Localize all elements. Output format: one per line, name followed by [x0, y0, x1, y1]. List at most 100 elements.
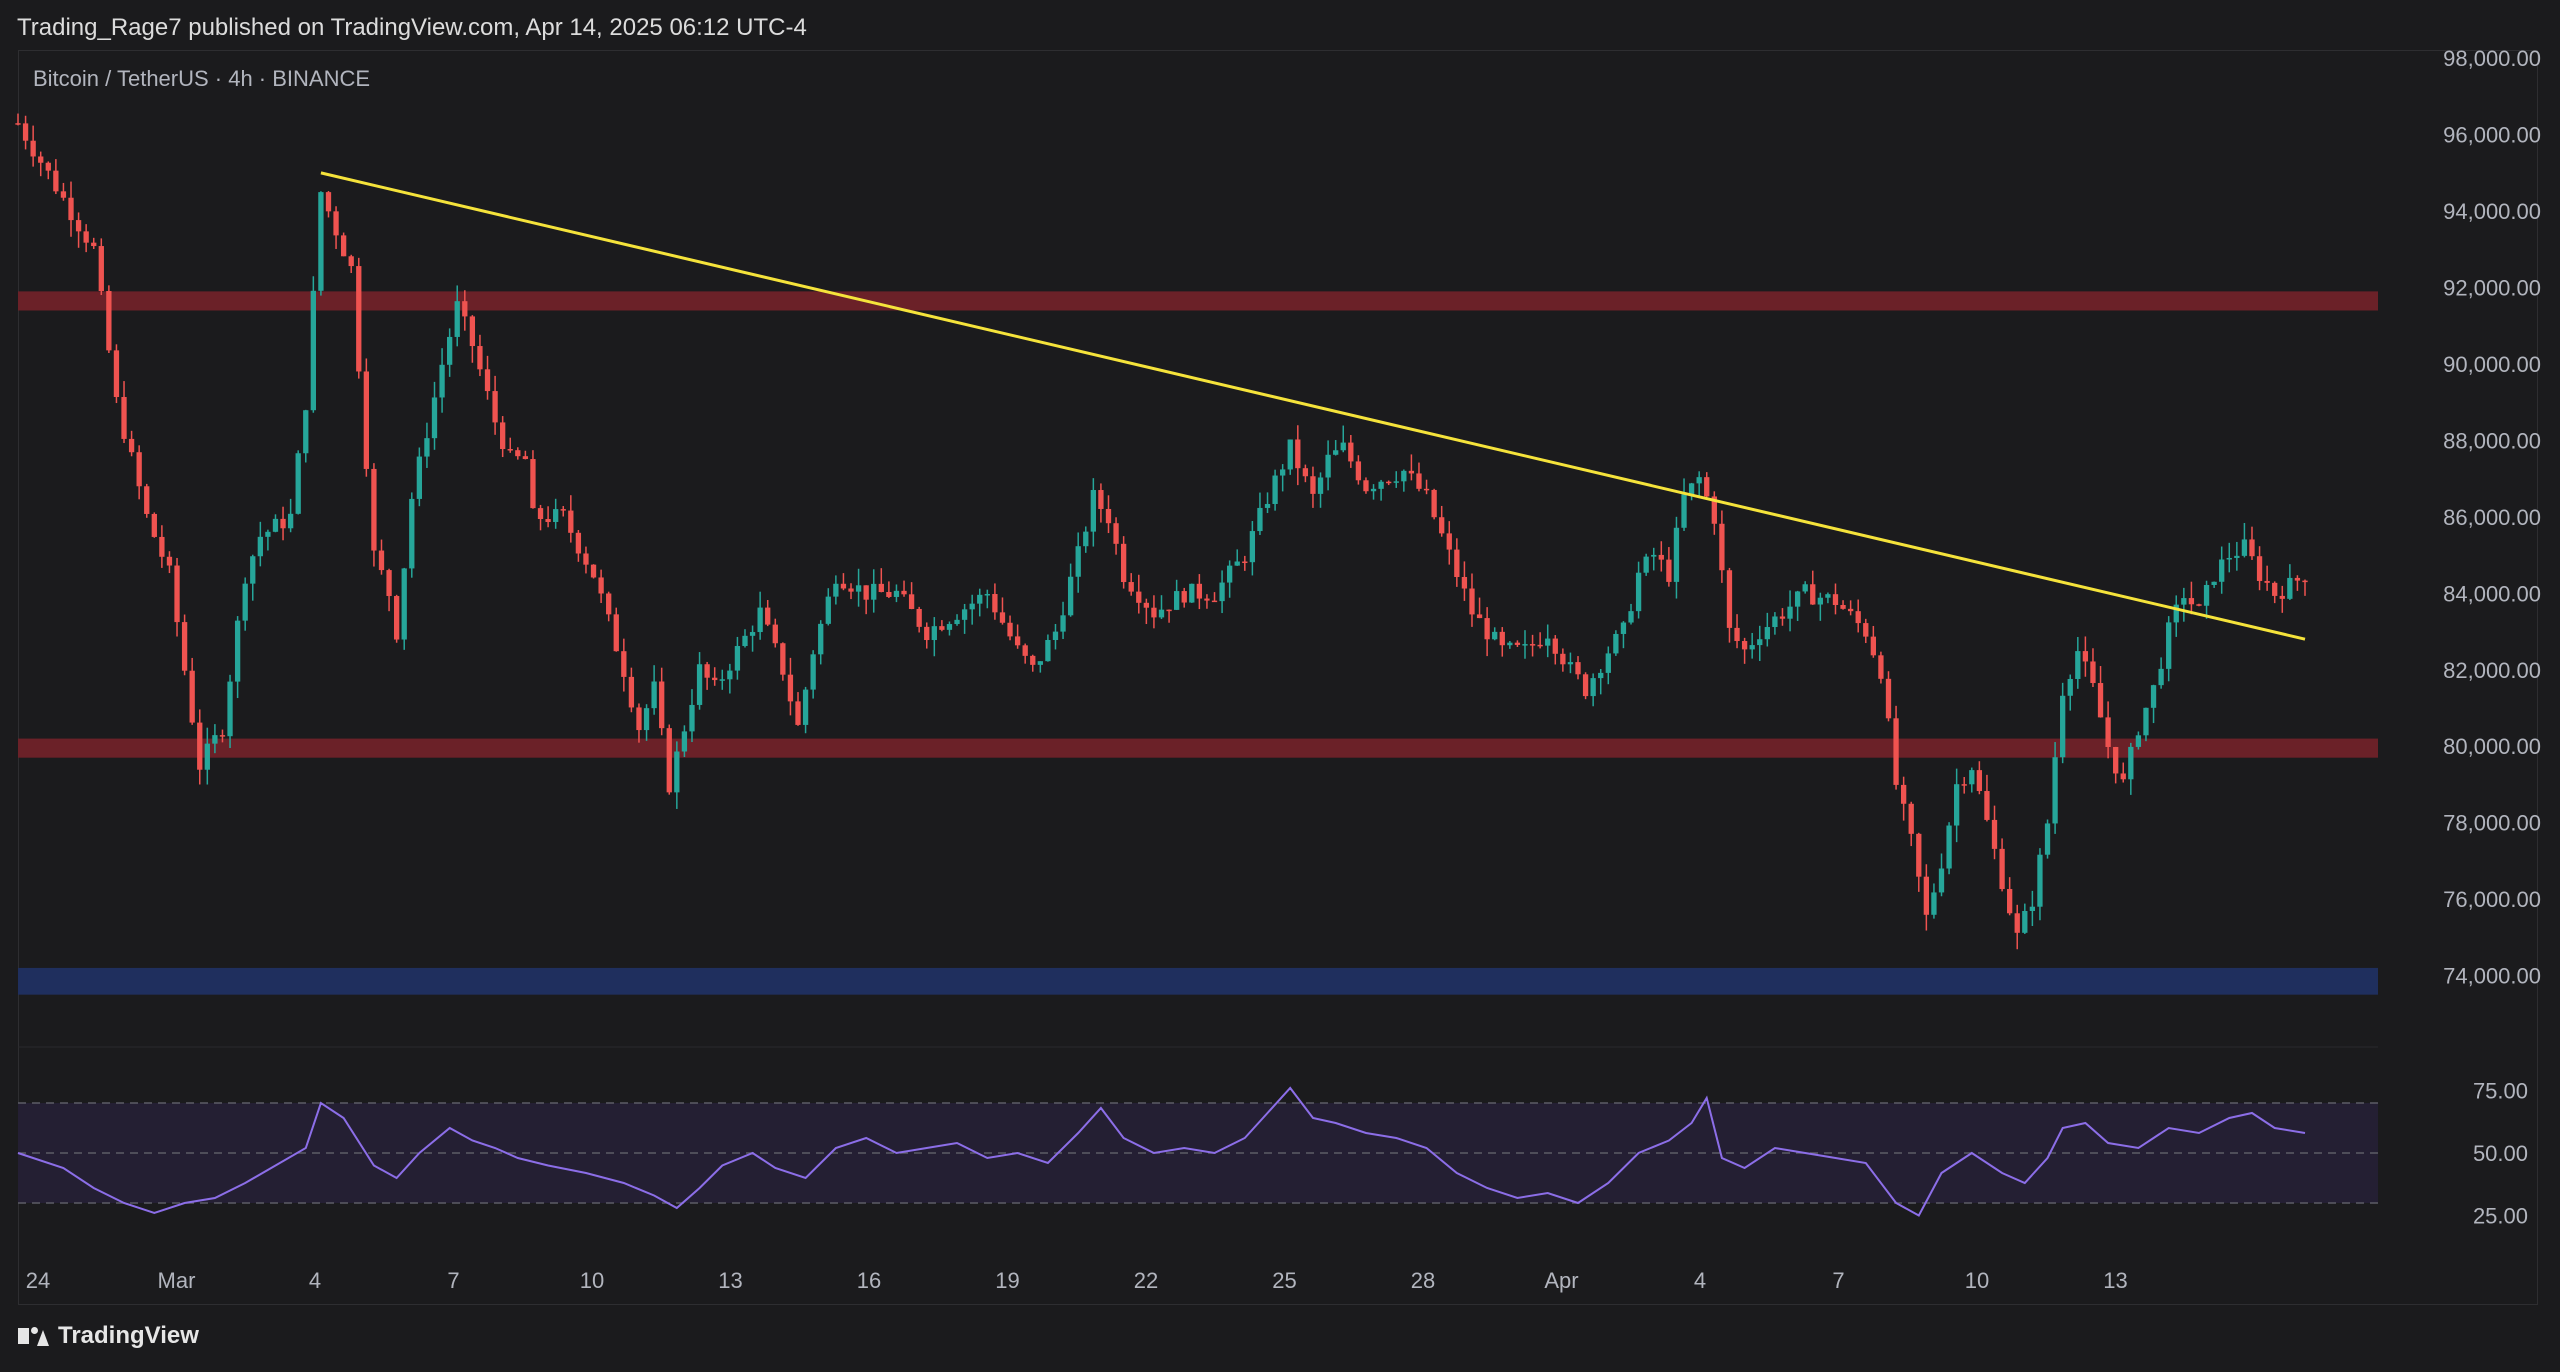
candle-body — [1242, 561, 1248, 563]
candle-body — [1575, 662, 1581, 675]
candle-body — [2302, 580, 2308, 583]
candle-body — [1014, 636, 1021, 646]
candle-body — [1817, 597, 1823, 605]
candle-body — [1688, 483, 1695, 495]
candle-body — [197, 722, 203, 770]
candle-body — [1461, 576, 1468, 589]
candle-body — [356, 266, 362, 372]
candle-body — [1916, 833, 1922, 877]
candle-body — [1173, 591, 1180, 610]
candle-body — [1537, 644, 1543, 647]
candle-body — [280, 518, 286, 529]
candle-body — [159, 536, 165, 557]
candle-body — [340, 235, 347, 257]
candle-body — [507, 449, 513, 451]
candle-body — [1401, 470, 1407, 482]
candle-body — [1166, 609, 1172, 612]
candle-body — [560, 509, 566, 511]
price-tick-label: 86,000.00 — [2443, 505, 2541, 530]
candle-body — [515, 450, 521, 457]
price-axis[interactable]: 98,000.00 96,000.00 94,000.00 92,000.00 90,0… — [2443, 46, 2541, 988]
candle-body — [348, 256, 354, 267]
candle-body — [2256, 556, 2263, 581]
candle-body — [2090, 661, 2096, 684]
candle-body — [462, 301, 468, 317]
candle-body — [659, 681, 665, 729]
candle-body — [454, 301, 460, 337]
candle-body — [242, 583, 248, 621]
candle-body — [931, 626, 937, 641]
candle-body — [886, 591, 892, 597]
candle-body — [1196, 583, 1203, 599]
candle-body — [999, 612, 1006, 623]
candle-body — [1022, 645, 1028, 656]
candle-body — [1840, 604, 1846, 609]
candle-body — [1855, 611, 1861, 624]
candle-body — [530, 459, 536, 509]
candle-body — [878, 583, 884, 592]
rsi-axis: 75.00 50.00 25.00 — [2473, 1079, 2528, 1229]
trendline[interactable] — [320, 171, 2306, 641]
price-tick-label: 90,000.00 — [2443, 352, 2541, 377]
candle-body — [1643, 556, 1649, 573]
candle-body — [1961, 784, 1967, 786]
candle-body — [1363, 480, 1369, 492]
candle-body — [636, 707, 642, 731]
time-tick-label: 10 — [580, 1268, 604, 1293]
candle-body — [787, 674, 794, 702]
candle-body — [727, 670, 733, 680]
candle-body — [1378, 481, 1384, 489]
candle-body — [833, 583, 839, 597]
candle-body — [2105, 717, 2111, 747]
candle-body — [1908, 803, 1914, 834]
candle-body — [431, 397, 438, 439]
candle-body — [1037, 661, 1043, 665]
price-chart[interactable]: 98,000.00 96,000.00 94,000.00 92,000.00 90,0… — [0, 0, 2560, 1310]
candle-body — [818, 623, 824, 655]
candle-body — [68, 197, 74, 221]
candle-body — [287, 513, 294, 529]
tradingview-brand[interactable]: TradingView — [18, 1322, 199, 1350]
candle-body — [681, 731, 688, 752]
candle-body — [2143, 707, 2149, 736]
candle-body — [848, 588, 854, 592]
candle-body — [1878, 655, 1884, 679]
candle-body — [303, 410, 309, 454]
candle-body — [1635, 572, 1642, 612]
candle-body — [1030, 655, 1036, 665]
price-tick-label: 94,000.00 — [2443, 199, 2541, 224]
candle-body — [2135, 735, 2142, 747]
candle-body — [855, 585, 862, 592]
candle-body — [628, 676, 635, 708]
candle-body — [1454, 549, 1460, 577]
candle-body — [1219, 582, 1225, 602]
candle-body — [121, 397, 127, 439]
candle-body — [689, 704, 695, 732]
candle-body — [1870, 636, 1876, 656]
candle-body — [1923, 876, 1930, 915]
time-tick-label: 13 — [2103, 1268, 2127, 1293]
candle-body — [1340, 442, 1346, 451]
candle-body — [840, 583, 847, 589]
candle-body — [1325, 454, 1331, 478]
candle-body — [318, 192, 324, 291]
candle-body — [265, 531, 271, 537]
rsi-line — [17, 1086, 2306, 1217]
candle-body — [378, 550, 385, 571]
candle-body — [1620, 622, 1627, 634]
rsi-guides — [18, 1102, 2378, 1204]
candle-body — [181, 622, 188, 671]
candle-body — [696, 664, 703, 705]
candle-body — [1476, 614, 1483, 619]
price-tick-label: 88,000.00 — [2443, 428, 2541, 453]
candle-body — [780, 643, 786, 675]
candle-body — [1317, 477, 1324, 494]
candle-body — [295, 453, 301, 514]
symbol-title[interactable]: Bitcoin / TetherUS · 4h · BINANCE — [33, 66, 371, 91]
time-tick-label: 13 — [718, 1268, 742, 1293]
candle-body — [38, 156, 44, 163]
time-axis[interactable]: 24 Mar 4 7 10 13 16 19 22 25 28 Apr 4 7 10 13 — [26, 1268, 2128, 1293]
candle-body — [984, 594, 990, 596]
candle-body — [2029, 906, 2036, 911]
time-tick-label: Apr — [1544, 1268, 1578, 1293]
